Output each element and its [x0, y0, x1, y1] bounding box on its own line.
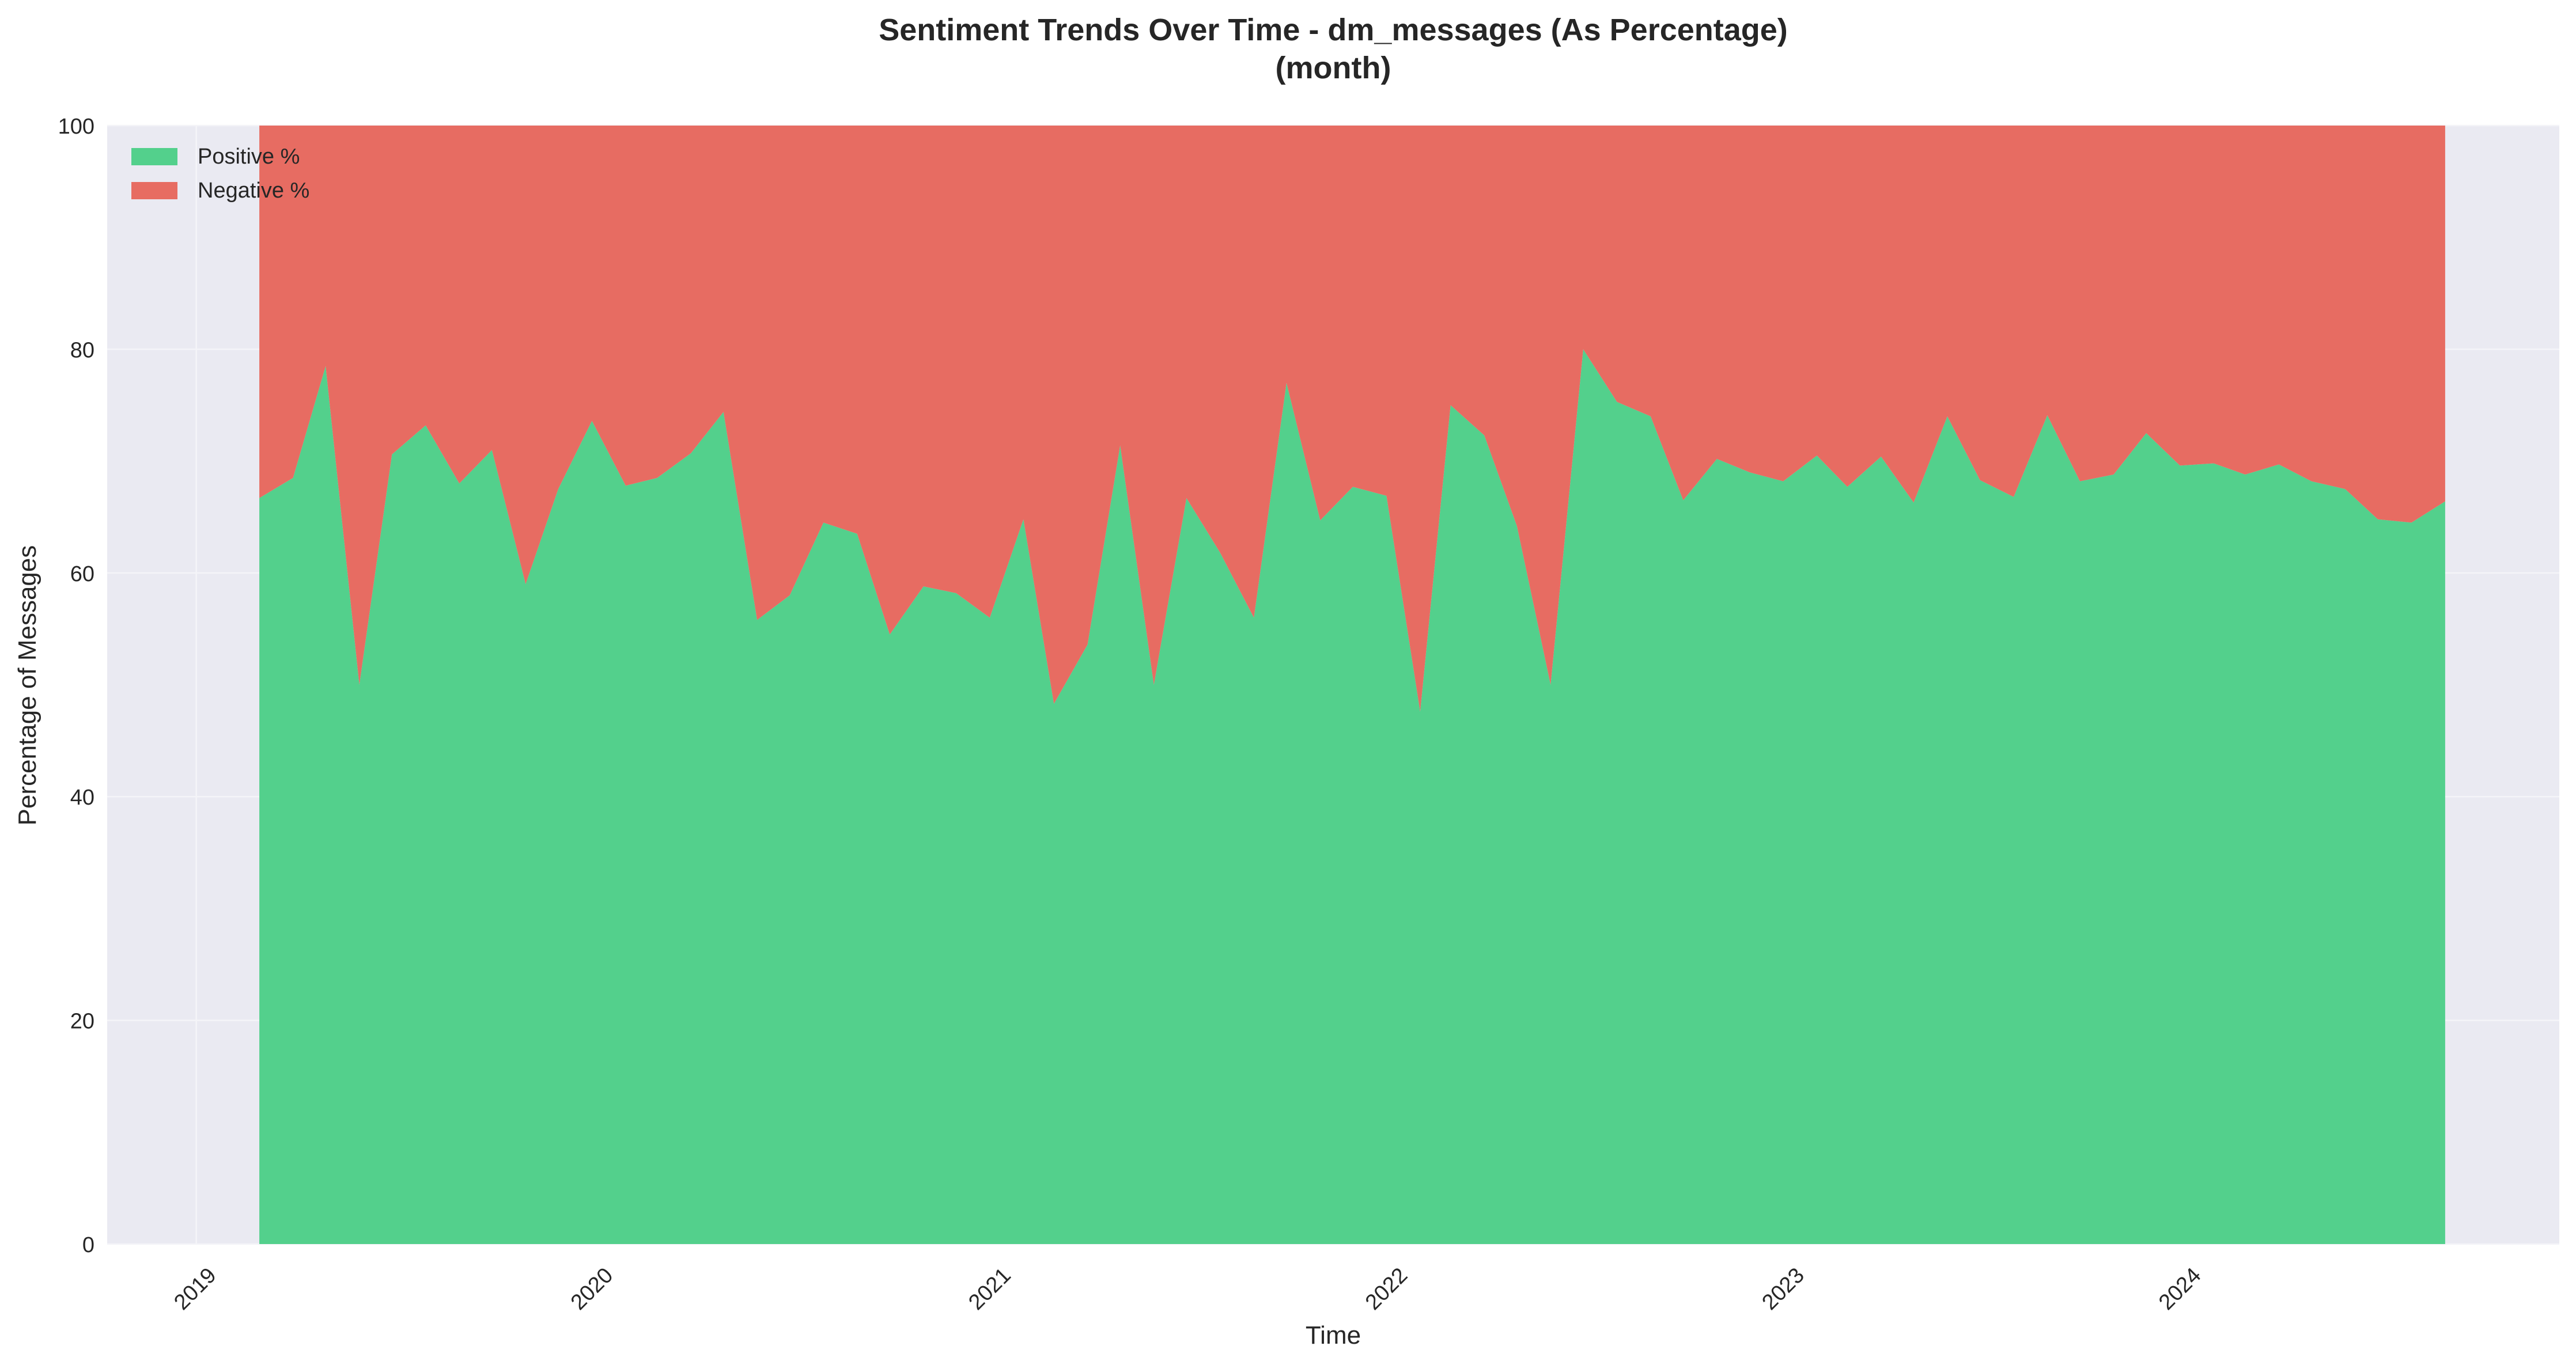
area-series-layer — [259, 126, 2445, 1244]
y-tick-label: 100 — [58, 115, 94, 139]
legend: Positive % Negative % — [131, 145, 309, 203]
legend-label-negative: Negative % — [198, 179, 309, 203]
y-tick-label: 80 — [70, 338, 94, 362]
legend-label-positive: Positive % — [198, 145, 300, 169]
positive-area — [259, 349, 2445, 1244]
chart-subtitle: (month) — [1276, 51, 1391, 85]
y-tick-label: 40 — [70, 786, 94, 810]
legend-swatch-positive — [131, 148, 177, 165]
y-tick-label: 0 — [82, 1233, 94, 1257]
y-tick-label: 20 — [70, 1010, 94, 1034]
y-axis-ticks: 0 20 40 60 80 100 — [58, 115, 94, 1257]
x-axis-label: Time — [1306, 1321, 1361, 1349]
y-tick-label: 60 — [70, 562, 94, 586]
y-axis-label: Percentage of Messages — [13, 545, 41, 826]
chart-title: Sentiment Trends Over Time - dm_messages… — [879, 13, 1788, 47]
legend-swatch-negative — [131, 182, 177, 199]
negative-area — [259, 126, 2445, 712]
